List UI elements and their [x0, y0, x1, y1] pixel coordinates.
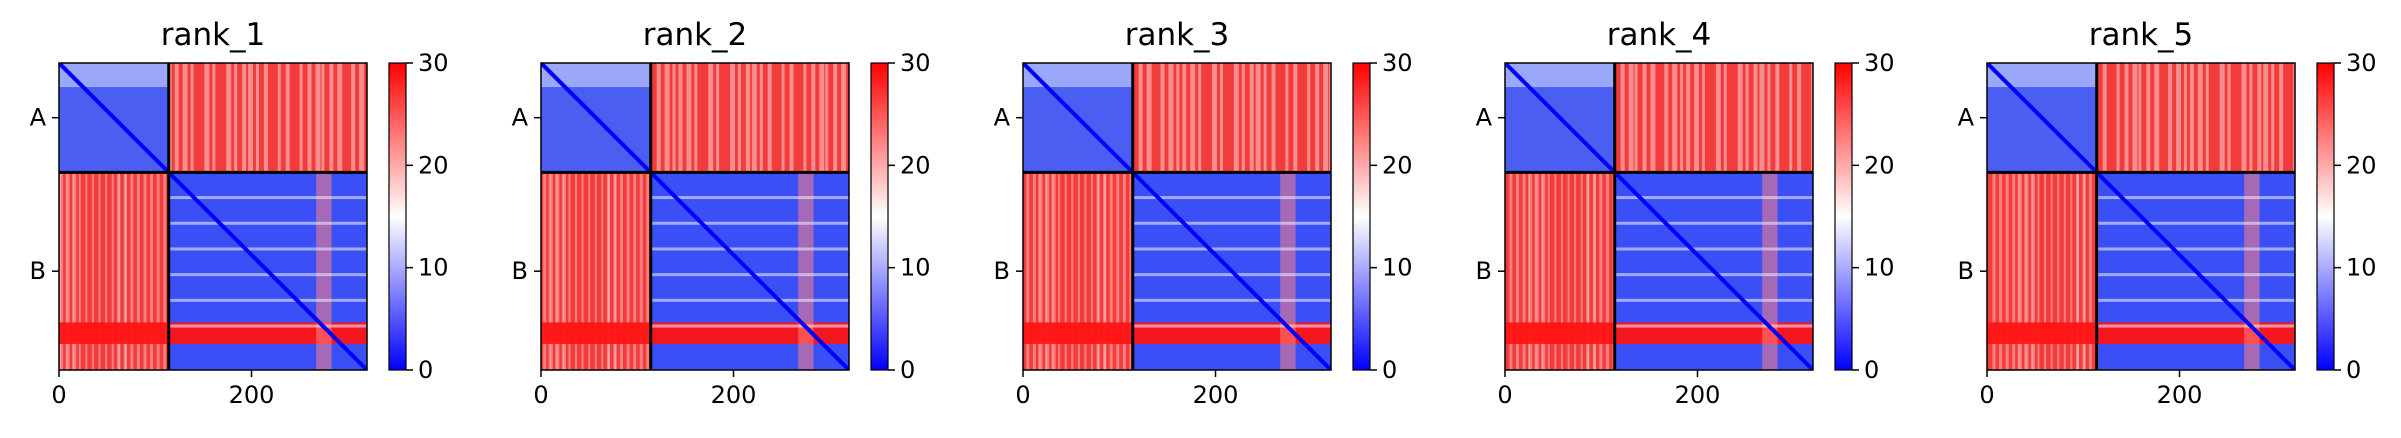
pae-panel-3: rank_3 A B 0 200 0 10 20 30 — [994, 17, 1413, 409]
diagonal — [1023, 63, 1331, 370]
colorbar — [2316, 62, 2335, 371]
chain-label-b: B — [1958, 257, 1974, 285]
colorbar-tick-label: 20 — [418, 151, 449, 179]
xtick-label: 200 — [1675, 381, 1721, 409]
chain-label-a: A — [1958, 104, 1975, 132]
pae-panel-5: rank_5 A B 0 200 0 10 20 30 — [1958, 17, 2377, 409]
high-error-band — [1023, 322, 1331, 344]
heatmap-image — [59, 63, 367, 370]
colorbar-tick-label: 30 — [1864, 49, 1895, 77]
colorbar-tick-label: 10 — [418, 254, 449, 282]
colorbar-tick-label: 10 — [900, 254, 931, 282]
panel-title: rank_2 — [643, 17, 748, 53]
block-a-b — [1132, 63, 1331, 173]
colorbar — [870, 62, 889, 371]
colorbar-tick-label: 0 — [1864, 356, 1879, 384]
chain-label-b: B — [1476, 257, 1492, 285]
colorbar — [388, 62, 407, 371]
colorbar-tick-label: 0 — [1382, 356, 1397, 384]
colorbar-tick-label: 20 — [1382, 151, 1413, 179]
colorbar-tick-label: 30 — [418, 49, 449, 77]
colorbar-tick-label: 30 — [900, 49, 931, 77]
chain-label-a: A — [994, 104, 1011, 132]
colorbar-tick-label: 10 — [1382, 254, 1413, 282]
colorbar — [1352, 62, 1371, 371]
xtick-label: 0 — [533, 381, 548, 409]
heatmap-image — [1023, 63, 1331, 370]
pae-panel-1: rank_1 A B 0 200 0 10 20 30 — [30, 17, 449, 409]
panel-title: rank_3 — [1125, 17, 1230, 53]
colorbar-tick-label: 0 — [2346, 356, 2361, 384]
heatmap-image — [541, 63, 849, 370]
colorbar-tick-label: 10 — [2346, 254, 2377, 282]
panel-title: rank_1 — [161, 17, 266, 53]
xtick-label: 0 — [1015, 381, 1030, 409]
colorbar-tick-label: 0 — [418, 356, 433, 384]
colorbar-tick-label: 10 — [1864, 254, 1895, 282]
colorbar-tick-label: 20 — [1864, 151, 1895, 179]
high-error-band — [541, 322, 849, 344]
xtick-label: 200 — [2157, 381, 2203, 409]
high-error-band — [1987, 322, 2295, 344]
colorbar-tick-label: 20 — [900, 151, 931, 179]
xtick-label: 0 — [51, 381, 66, 409]
xtick-label: 0 — [1979, 381, 1994, 409]
block-a-b — [2096, 63, 2295, 173]
axes-frame — [1504, 62, 1814, 371]
diagonal — [1505, 63, 1813, 370]
chain-label-b: B — [994, 257, 1010, 285]
high-error-band — [59, 322, 367, 344]
axes-frame — [1986, 62, 2296, 371]
heatmap-image — [1987, 63, 2295, 370]
xtick-label: 200 — [1193, 381, 1239, 409]
chain-label-b: B — [512, 257, 528, 285]
chain-label-a: A — [512, 104, 529, 132]
colorbar — [1834, 62, 1853, 371]
chain-label-b: B — [30, 257, 46, 285]
panel-title: rank_5 — [2089, 17, 2194, 53]
panel-title: rank_4 — [1607, 17, 1712, 53]
colorbar-tick-label: 30 — [2346, 49, 2377, 77]
xtick-label: 200 — [711, 381, 757, 409]
axes-frame — [1022, 62, 1332, 371]
heatmap-image — [1505, 63, 1813, 370]
high-error-band — [1505, 322, 1813, 344]
axes-frame — [58, 62, 368, 371]
diagonal — [1987, 63, 2295, 370]
colorbar-tick-label: 30 — [1382, 49, 1413, 77]
pae-panel-4: rank_4 A B 0 200 0 10 20 30 — [1476, 17, 1895, 409]
chain-label-a: A — [30, 104, 47, 132]
xtick-label: 200 — [229, 381, 275, 409]
colorbar-tick-label: 0 — [900, 356, 915, 384]
block-a-b — [1614, 63, 1813, 173]
chain-label-a: A — [1476, 104, 1493, 132]
colorbar-tick-label: 20 — [2346, 151, 2377, 179]
xtick-label: 0 — [1497, 381, 1512, 409]
pae-panel-2: rank_2 A B 0 200 0 10 20 30 — [512, 17, 931, 409]
axes-frame — [540, 62, 850, 371]
diagonal — [541, 63, 849, 370]
diagonal — [59, 63, 367, 370]
